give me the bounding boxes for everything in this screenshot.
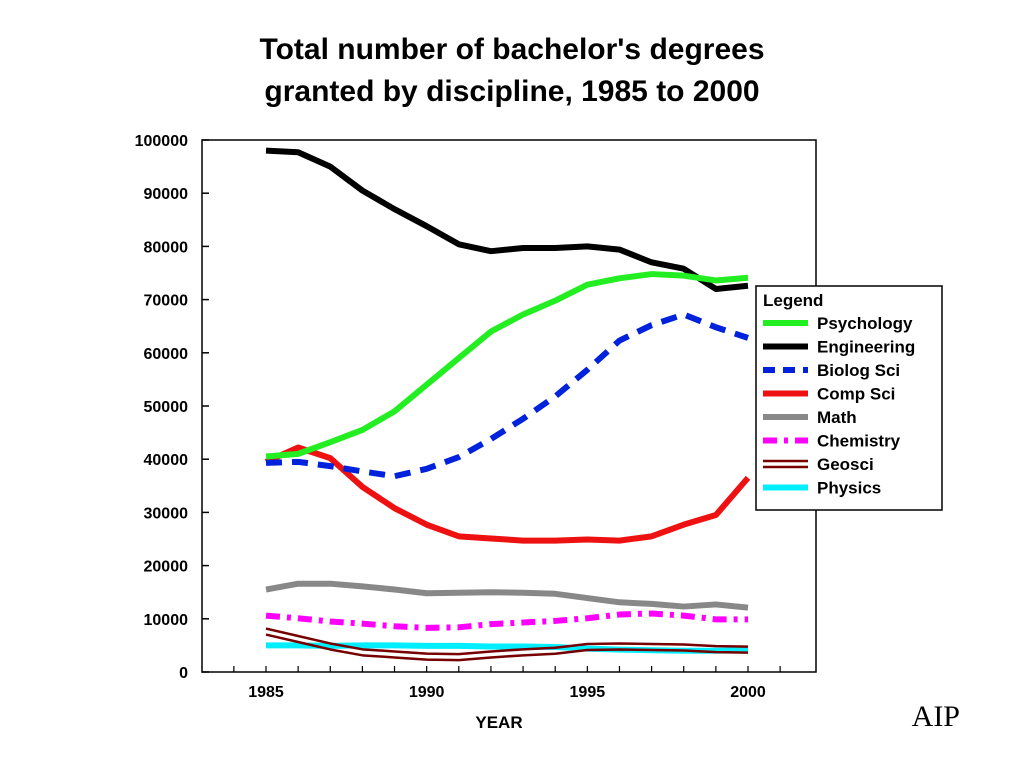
y-tick-label: 20000 [144,559,189,576]
series-line-geosci [265,633,749,662]
x-tick-label: 1995 [570,684,606,701]
chart-title-line-1: Total number of bachelor's degrees [259,33,765,66]
legend-label-psychology: Psychology [817,314,913,333]
x-tick-label: 1985 [248,684,284,701]
x-tick-label: 2000 [730,684,766,701]
x-axis-label: YEAR [475,713,522,732]
legend: Legend Psychology Engineering Biolog Sci Com… [755,285,943,511]
credit-text: AIP [911,700,960,733]
y-tick-label: 100000 [135,133,188,150]
y-tick-label: 40000 [144,452,189,469]
legend-title: Legend [763,291,823,310]
series-line-engineering [265,147,749,292]
legend-label-geosci: Geosci [817,455,874,474]
y-tick-label: 80000 [144,239,189,256]
legend-label-biolog-sci: Biolog Sci [817,361,900,380]
y-tick-label: 0 [179,665,188,682]
y-tick-label: 50000 [144,399,189,416]
x-axis: 1985 1990 1995 2000 [233,666,781,701]
series-layer [264,147,751,662]
series-line-biolog-sci [265,311,749,480]
y-tick-label: 60000 [144,346,189,363]
y-tick-label: 90000 [144,186,189,203]
series-line-psychology [265,271,749,460]
series-line-geosci [265,627,749,656]
x-tick-label: 1990 [409,684,445,701]
legend-label-math: Math [817,408,857,427]
legend-label-comp-sci: Comp Sci [817,385,895,404]
legend-label-engineering: Engineering [817,338,915,357]
legend-label-chemistry: Chemistry [817,432,901,451]
y-tick-label: 70000 [144,293,189,310]
legend-label-physics: Physics [817,479,881,498]
y-tick-label: 10000 [144,612,189,629]
y-axis: 0 10000 20000 30000 40000 50000 60000 70000 8000… [135,133,209,682]
series-line-math [265,580,749,611]
chart-title-line-2: granted by discipline, 1985 to 2000 [264,75,760,108]
series-line-comp-sci [264,444,751,544]
y-tick-label: 30000 [144,505,189,522]
